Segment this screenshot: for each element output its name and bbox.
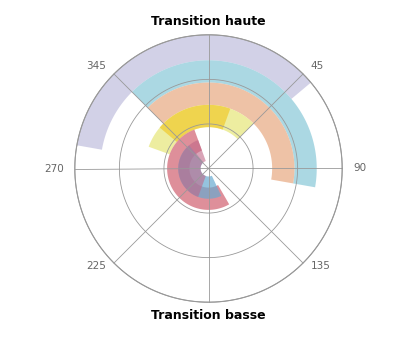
Text: 90: 90 [353,163,366,174]
Text: 270: 270 [44,163,64,174]
Text: 345: 345 [87,61,106,71]
Text: Transition haute: Transition haute [151,15,266,28]
Text: 225: 225 [87,261,106,271]
Text: 135: 135 [311,261,330,271]
Polygon shape [167,130,229,210]
Polygon shape [178,145,221,199]
Polygon shape [148,83,294,183]
Text: Transition basse: Transition basse [151,309,266,322]
Polygon shape [160,105,230,142]
Polygon shape [178,140,206,197]
Polygon shape [132,60,317,187]
Polygon shape [77,35,311,150]
Text: 45: 45 [311,61,324,71]
Polygon shape [149,105,254,154]
